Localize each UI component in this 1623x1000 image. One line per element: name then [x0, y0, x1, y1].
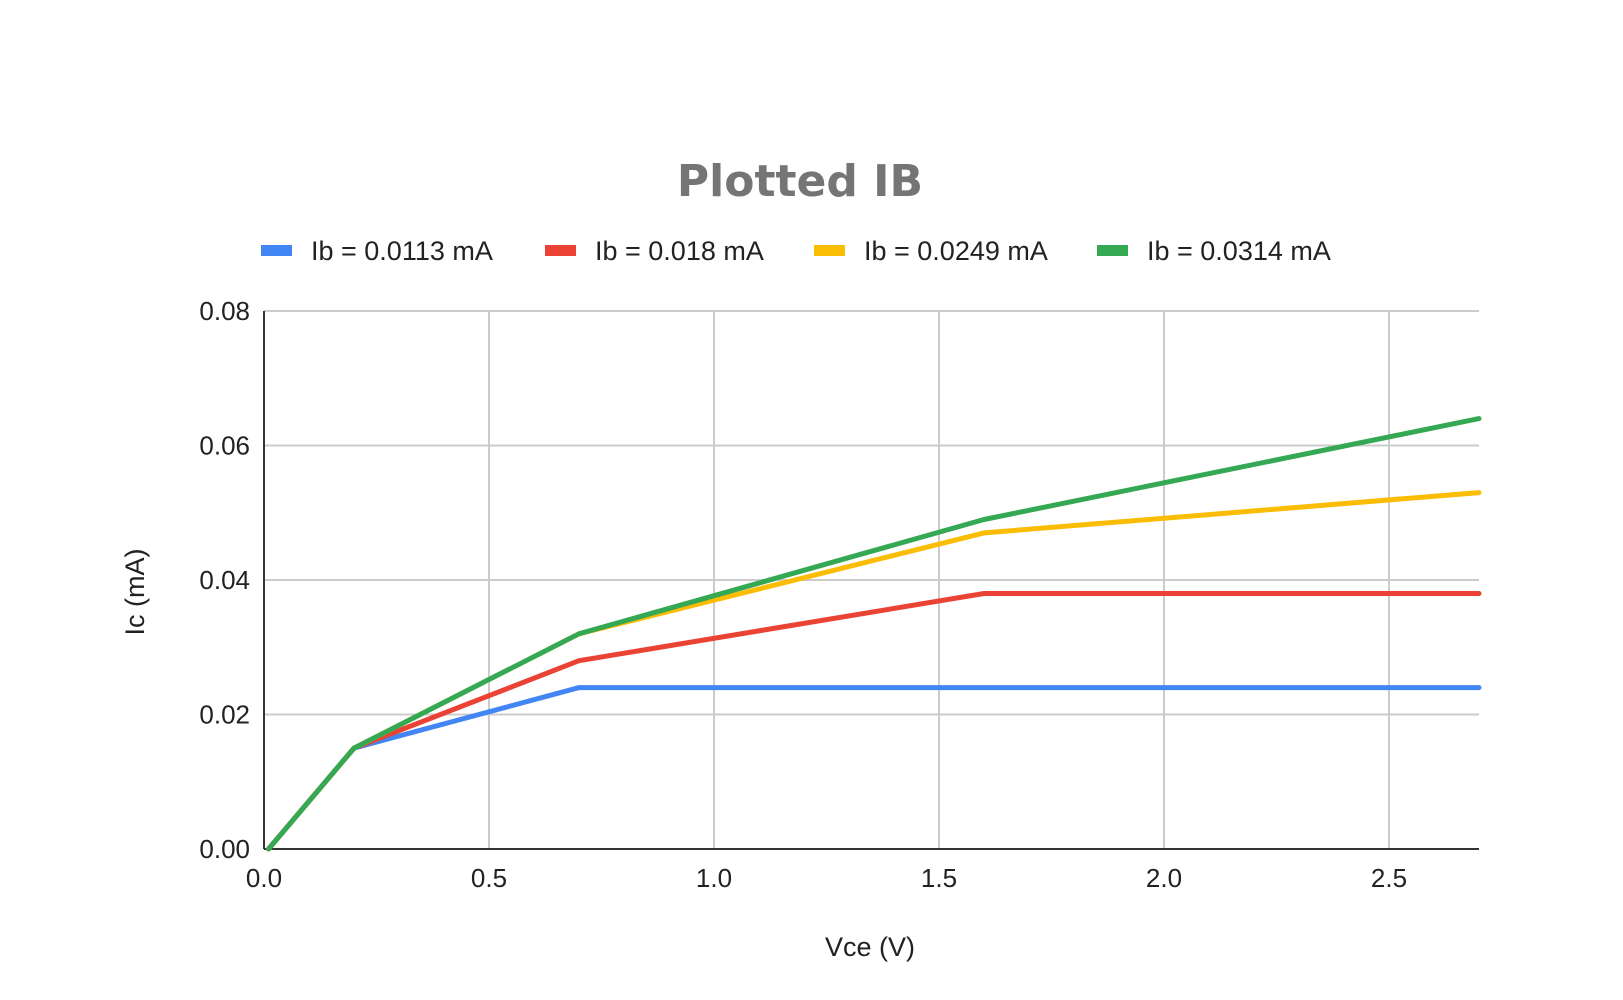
- legend-swatch: [1097, 245, 1128, 256]
- y-tick-label: 0.04: [199, 565, 250, 595]
- y-tick-label: 0.00: [199, 834, 250, 864]
- tick-labels: 0.00 0.02 0.04 0.06 0.08 0.0 0.5 1.0 1.5 2.0 2.5: [199, 296, 1407, 893]
- legend-label: Ib = 0.0249 mA: [864, 236, 1048, 266]
- x-tick-label: 2.5: [1371, 863, 1407, 893]
- y-tick-label: 0.08: [199, 296, 250, 326]
- x-tick-label: 0.5: [471, 863, 507, 893]
- y-tick-label: 0.06: [199, 431, 250, 461]
- y-axis-title: Ic (mA): [120, 549, 150, 636]
- x-tick-label: 2.0: [1146, 863, 1182, 893]
- legend-swatch: [545, 245, 576, 256]
- legend-swatch: [814, 245, 845, 256]
- chart-title: Plotted IB: [677, 156, 923, 207]
- axes: [263, 311, 1479, 850]
- series-line-4: [266, 416, 1482, 852]
- x-tick-label: 1.5: [921, 863, 957, 893]
- gridlines: [264, 310, 1479, 849]
- x-tick-label: 1.0: [696, 863, 732, 893]
- legend-label: Ib = 0.018 mA: [595, 236, 764, 266]
- x-axis-title: Vce (V): [825, 932, 915, 962]
- series-line-3: [266, 490, 1482, 852]
- x-tick-label: 0.0: [246, 863, 282, 893]
- legend-label: Ib = 0.0113 mA: [311, 236, 493, 266]
- legend: Ib = 0.0113 mA Ib = 0.018 mA Ib = 0.0249 m…: [261, 236, 1331, 266]
- legend-swatch: [261, 245, 292, 256]
- series-lines: [266, 416, 1482, 852]
- legend-label: Ib = 0.0314 mA: [1147, 236, 1331, 266]
- y-tick-label: 0.02: [199, 700, 250, 730]
